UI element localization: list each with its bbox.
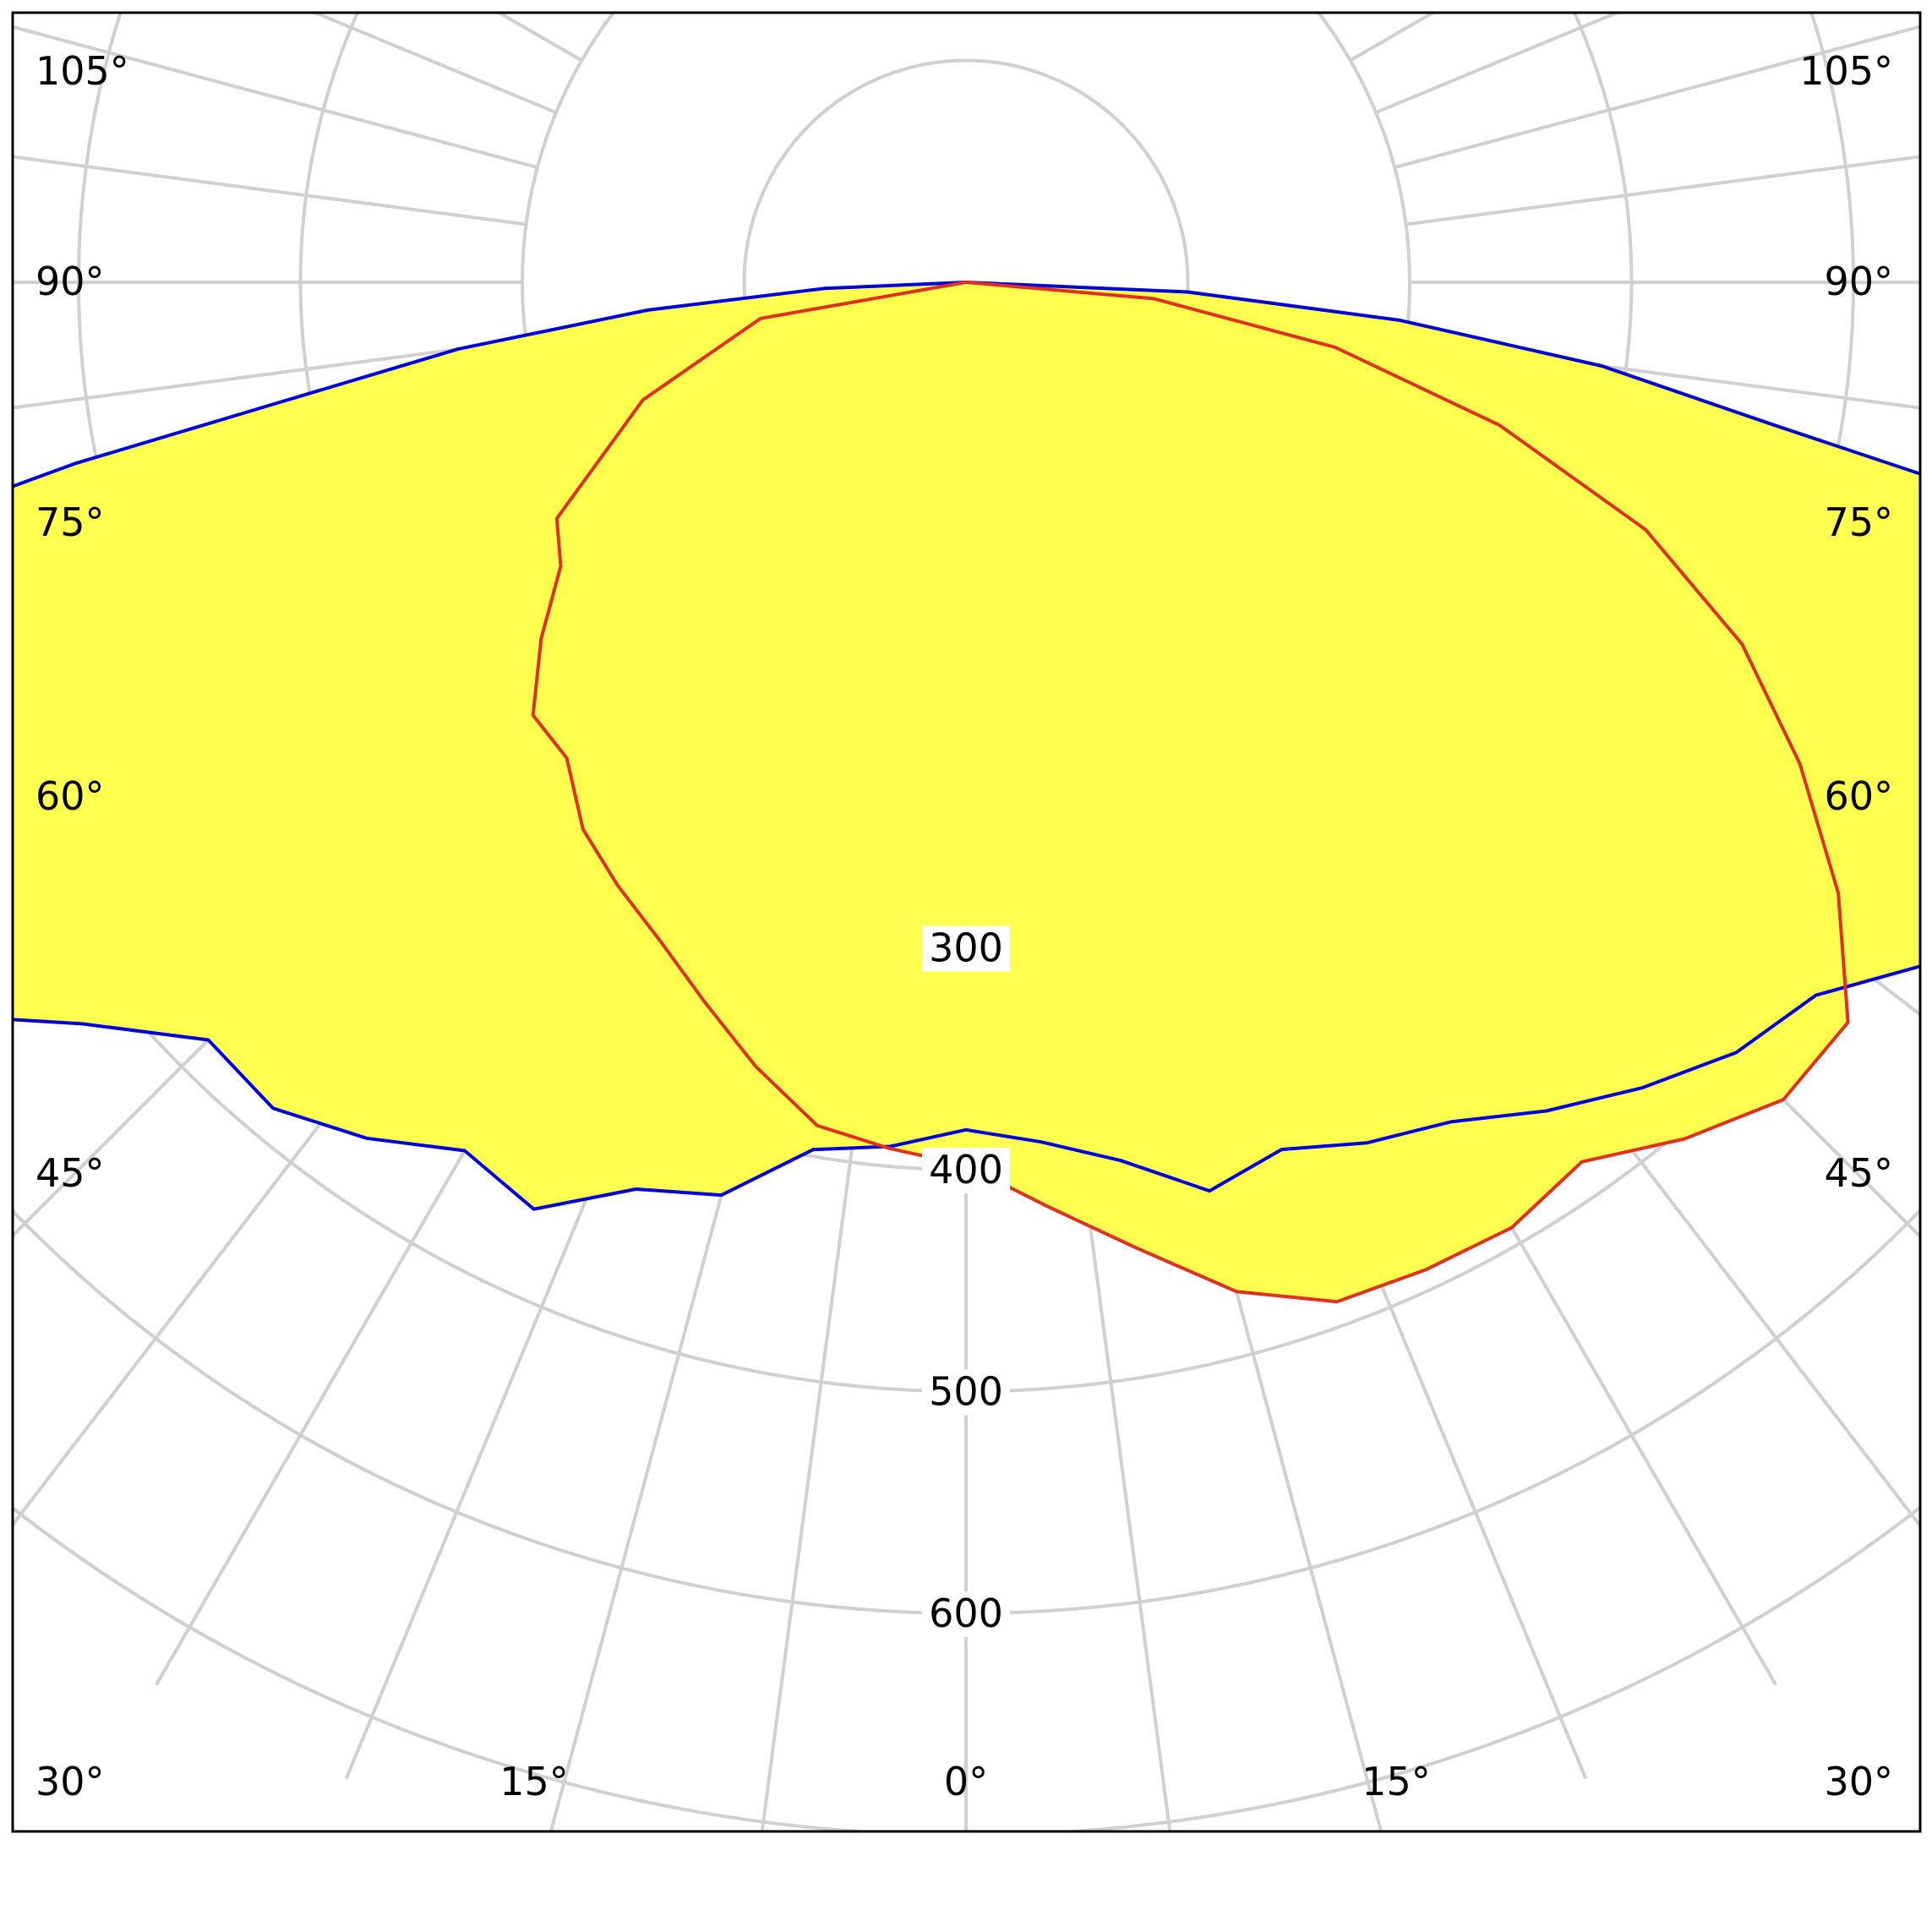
radial-label-400: 400 — [929, 1147, 1003, 1192]
angle-label-left-5: 30° — [35, 1759, 105, 1804]
radial-label-300: 300 — [929, 925, 1003, 971]
angle-label-right-5: 30° — [1824, 1759, 1893, 1804]
series-line-1 — [13, 281, 1920, 1211]
angle-label-right-3: 60° — [1824, 773, 1893, 819]
angle-label-right-2: 75° — [1824, 499, 1893, 545]
grid-spoke-262.5 — [13, 155, 527, 226]
angle-label-bottom-1: 0° — [944, 1759, 988, 1804]
grid-spoke-112.5 — [1375, 13, 1622, 114]
radial-label-600-backdrop — [922, 1591, 1010, 1637]
angle-label-left-3: 60° — [35, 773, 105, 819]
angle-label-bottom-2: 15° — [1362, 1759, 1431, 1804]
angle-label-left-1: 90° — [35, 259, 105, 304]
radial-label-300-backdrop — [922, 925, 1010, 972]
angle-label-left-4: 45° — [35, 1150, 105, 1196]
series-outlines — [13, 281, 1920, 1304]
grid-spoke-255 — [13, 25, 538, 170]
plot-frame — [11, 11, 1922, 1833]
series-fill-2 — [532, 282, 1848, 1302]
grid-spoke-97.5 — [1405, 155, 1920, 226]
angle-label-right-0: 105° — [1799, 48, 1893, 94]
radial-label-600: 600 — [929, 1591, 1003, 1636]
angle-label-left-2: 75° — [35, 499, 105, 545]
radial-label-400-backdrop — [922, 1148, 1010, 1193]
series-line-2 — [531, 281, 1850, 1304]
tick-labels: 105° 90° 75° 60° 45° 30° 105° 90° 75° 60° 45° 30° 15… — [35, 48, 1893, 1804]
grid-spoke-277.5 — [13, 338, 527, 410]
radial-label-500: 500 — [929, 1369, 1003, 1415]
angle-label-bottom-0: 15° — [499, 1759, 569, 1804]
radial-label-500-backdrop — [922, 1369, 1010, 1416]
series-fills — [13, 282, 1920, 1302]
grid-spoke-247.5 — [310, 13, 557, 114]
angle-label-left-0: 105° — [35, 48, 129, 94]
angle-label-right-1: 90° — [1824, 259, 1893, 304]
angle-label-right-4: 45° — [1824, 1150, 1893, 1196]
grid-spoke-105 — [1394, 25, 1920, 170]
